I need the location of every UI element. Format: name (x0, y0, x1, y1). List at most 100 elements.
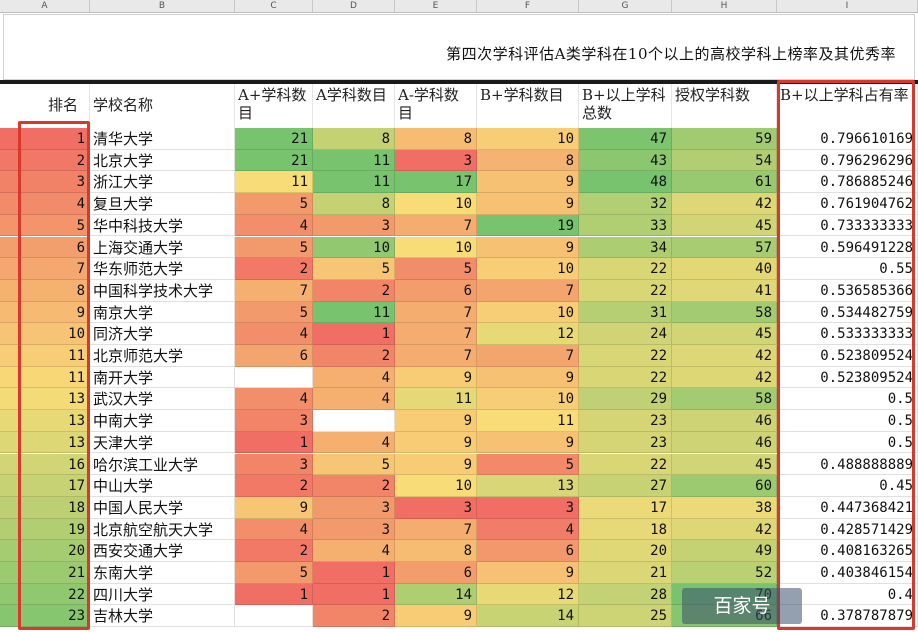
count-cell[interactable]: 45 (672, 323, 777, 345)
count-cell[interactable]: 19 (477, 214, 579, 237)
ratio-cell[interactable]: 0.378787879 (777, 605, 918, 628)
count-cell[interactable]: 22 (579, 345, 672, 367)
count-cell[interactable]: 3 (313, 496, 395, 519)
count-cell[interactable]: 7 (395, 323, 477, 345)
ratio-cell[interactable]: 0.533333333 (777, 323, 918, 345)
count-cell[interactable]: 10 (395, 193, 477, 215)
school-name-cell[interactable]: 北京师范大学 (90, 345, 235, 367)
count-cell[interactable]: 21 (235, 149, 313, 172)
count-cell[interactable]: 3 (235, 410, 313, 432)
header-cell[interactable]: 排名 (0, 84, 90, 128)
count-cell[interactable]: 5 (235, 562, 313, 584)
ratio-cell[interactable]: 0.523809524 (777, 366, 918, 389)
rank-cell[interactable]: 5 (0, 214, 90, 237)
count-cell[interactable]: 27 (579, 475, 672, 497)
count-cell[interactable]: 46 (672, 431, 777, 454)
count-cell[interactable]: 42 (672, 366, 777, 389)
header-cell[interactable]: B+以上学科占有率 (777, 84, 918, 128)
count-cell[interactable]: 2 (313, 279, 395, 302)
rank-cell[interactable]: 6 (0, 236, 90, 259)
count-cell[interactable]: 32 (579, 193, 672, 215)
ratio-cell[interactable]: 0.796610169 (777, 128, 918, 150)
header-cell[interactable]: B+以上学科总数 (579, 84, 672, 128)
school-name-cell[interactable]: 中国人民大学 (90, 496, 235, 519)
count-cell[interactable]: 45 (672, 453, 777, 476)
count-cell[interactable]: 45 (672, 214, 777, 237)
count-cell[interactable]: 7 (235, 279, 313, 302)
rank-cell[interactable]: 20 (0, 540, 90, 562)
rank-cell[interactable]: 22 (0, 583, 90, 606)
rank-cell[interactable]: 13 (0, 410, 90, 432)
count-cell[interactable]: 11 (235, 171, 313, 194)
count-cell[interactable]: 3 (395, 496, 477, 519)
count-cell[interactable]: 1 (313, 323, 395, 345)
school-name-cell[interactable]: 北京大学 (90, 149, 235, 172)
count-cell[interactable]: 5 (313, 258, 395, 280)
count-cell[interactable]: 11 (313, 149, 395, 172)
count-cell[interactable]: 9 (477, 171, 579, 194)
count-cell[interactable]: 31 (579, 301, 672, 324)
rank-cell[interactable]: 2 (0, 149, 90, 172)
count-cell[interactable]: 8 (477, 149, 579, 172)
header-cell[interactable]: A+学科数目 (235, 84, 313, 128)
rank-cell[interactable]: 21 (0, 562, 90, 584)
ratio-cell[interactable]: 0.488888889 (777, 453, 918, 476)
count-cell[interactable]: 4 (313, 540, 395, 562)
header-cell[interactable]: A-学科数目 (395, 84, 477, 128)
count-cell[interactable]: 22 (579, 279, 672, 302)
count-cell[interactable]: 40 (672, 258, 777, 280)
count-cell[interactable]: 4 (235, 388, 313, 411)
header-cell[interactable]: A学科数目 (313, 84, 395, 128)
rank-cell[interactable]: 11 (0, 345, 90, 367)
count-cell[interactable]: 2 (313, 475, 395, 497)
school-name-cell[interactable]: 华东师范大学 (90, 258, 235, 280)
school-name-cell[interactable]: 南京大学 (90, 301, 235, 324)
count-cell[interactable]: 17 (579, 496, 672, 519)
count-cell[interactable]: 9 (395, 453, 477, 476)
count-cell[interactable]: 23 (579, 431, 672, 454)
count-cell[interactable]: 57 (672, 236, 777, 259)
count-cell[interactable]: 10 (477, 388, 579, 411)
column-letter[interactable]: D (313, 0, 395, 12)
count-cell[interactable]: 7 (395, 518, 477, 541)
school-name-cell[interactable]: 上海交通大学 (90, 236, 235, 259)
count-cell[interactable] (313, 410, 395, 432)
count-cell[interactable]: 5 (477, 453, 579, 476)
count-cell[interactable]: 4 (313, 431, 395, 454)
school-name-cell[interactable]: 哈尔滨工业大学 (90, 453, 235, 476)
school-name-cell[interactable]: 四川大学 (90, 583, 235, 606)
count-cell[interactable]: 9 (395, 431, 477, 454)
ratio-cell[interactable]: 0.403846154 (777, 562, 918, 584)
school-name-cell[interactable]: 东南大学 (90, 562, 235, 584)
count-cell[interactable]: 10 (477, 258, 579, 280)
count-cell[interactable]: 22 (579, 366, 672, 389)
count-cell[interactable]: 58 (672, 388, 777, 411)
count-cell[interactable]: 54 (672, 149, 777, 172)
count-cell[interactable]: 7 (477, 345, 579, 367)
count-cell[interactable]: 9 (395, 605, 477, 628)
count-cell[interactable]: 4 (235, 214, 313, 237)
rank-cell[interactable]: 17 (0, 475, 90, 497)
count-cell[interactable]: 34 (579, 236, 672, 259)
count-cell[interactable]: 49 (672, 540, 777, 562)
count-cell[interactable]: 14 (477, 605, 579, 628)
count-cell[interactable]: 5 (235, 193, 313, 215)
ratio-cell[interactable]: 0.4 (777, 583, 918, 606)
ratio-cell[interactable]: 0.536585366 (777, 279, 918, 302)
count-cell[interactable]: 4 (313, 388, 395, 411)
rank-cell[interactable]: 19 (0, 518, 90, 541)
count-cell[interactable]: 20 (579, 540, 672, 562)
count-cell[interactable]: 42 (672, 193, 777, 215)
count-cell[interactable]: 10 (313, 236, 395, 259)
count-cell[interactable]: 9 (477, 562, 579, 584)
count-cell[interactable]: 7 (395, 301, 477, 324)
count-cell[interactable]: 2 (235, 540, 313, 562)
ratio-cell[interactable]: 0.45 (777, 475, 918, 497)
count-cell[interactable]: 13 (477, 475, 579, 497)
rank-cell[interactable]: 18 (0, 496, 90, 519)
rank-cell[interactable]: 7 (0, 258, 90, 280)
count-cell[interactable]: 3 (477, 496, 579, 519)
school-name-cell[interactable]: 同济大学 (90, 323, 235, 345)
count-cell[interactable]: 22 (579, 453, 672, 476)
count-cell[interactable]: 46 (672, 410, 777, 432)
